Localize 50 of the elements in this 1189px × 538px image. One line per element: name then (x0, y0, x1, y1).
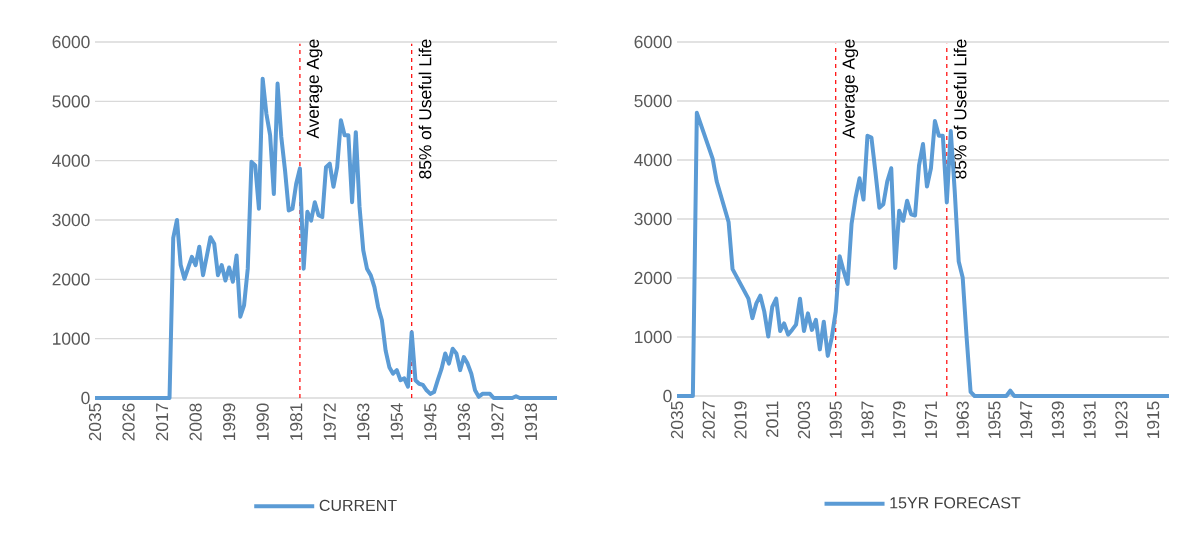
x-tick-label: 1963 (357, 403, 370, 440)
ref-line-label: 85% of Useful Life (418, 39, 432, 179)
y-tick-label: 3000 (52, 213, 90, 227)
x-tick-label: 1931 (1083, 401, 1096, 438)
y-tick-label: 6000 (634, 35, 672, 49)
x-tick-label: 2035 (88, 403, 102, 441)
x-tick-label: 1972 (323, 403, 336, 440)
x-tick-label: 1995 (829, 401, 842, 438)
x-tick-label: 1999 (222, 403, 236, 440)
x-tick-label: 1979 (893, 401, 906, 438)
legend-label: 15YR FORECAST (890, 497, 1021, 509)
x-tick-label: 1927 (491, 403, 504, 440)
x-tick-label: 1971 (924, 401, 938, 438)
x-tick-label: 1915 (1146, 401, 1160, 438)
y-tick-label: 1000 (635, 330, 672, 344)
x-tick-label: 1936 (457, 403, 470, 440)
x-tick-label: 2035 (670, 401, 684, 439)
y-tick-label: 5000 (634, 94, 672, 108)
x-tick-label: 1945 (424, 403, 437, 440)
ref-line-label: Average Age (842, 39, 859, 139)
y-tick-label: 2000 (634, 271, 672, 285)
x-tick-label: 2017 (155, 403, 169, 441)
x-tick-label: 2003 (797, 401, 811, 439)
x-tick-label: 1987 (861, 401, 874, 438)
x-tick-label: 2027 (702, 401, 715, 439)
x-tick-label: 1923 (1115, 401, 1128, 438)
x-tick-label: 1918 (524, 403, 538, 440)
y-tick-label: 3000 (634, 212, 672, 226)
y-tick-label: 0 (663, 389, 672, 403)
x-tick-label: 2008 (189, 403, 202, 441)
x-tick-label: 2026 (122, 403, 135, 441)
y-tick-label: 1000 (53, 332, 90, 345)
y-tick-label: 4000 (52, 154, 90, 167)
x-tick-label: 2011 (766, 401, 779, 438)
y-tick-label: 5000 (52, 95, 90, 108)
ref-line-label: 85% of Useful Life (953, 39, 967, 179)
x-tick-label: 1990 (256, 403, 269, 440)
x-tick-label: 1954 (390, 403, 403, 440)
x-tick-label: 2019 (734, 401, 747, 439)
x-tick-label: 1981 (290, 403, 303, 440)
x-tick-label: 1955 (988, 401, 1001, 438)
y-tick-label: 2000 (52, 273, 90, 286)
y-tick-label: 0 (81, 391, 90, 405)
y-tick-label: 4000 (634, 153, 672, 167)
y-tick-label: 6000 (52, 35, 90, 49)
x-tick-label: 1947 (1020, 401, 1033, 438)
legend-label: CURRENT (319, 499, 397, 512)
ref-line-label: Average Age (306, 39, 323, 139)
x-tick-label: 1963 (956, 401, 969, 438)
x-tick-label: 1939 (1051, 401, 1065, 438)
